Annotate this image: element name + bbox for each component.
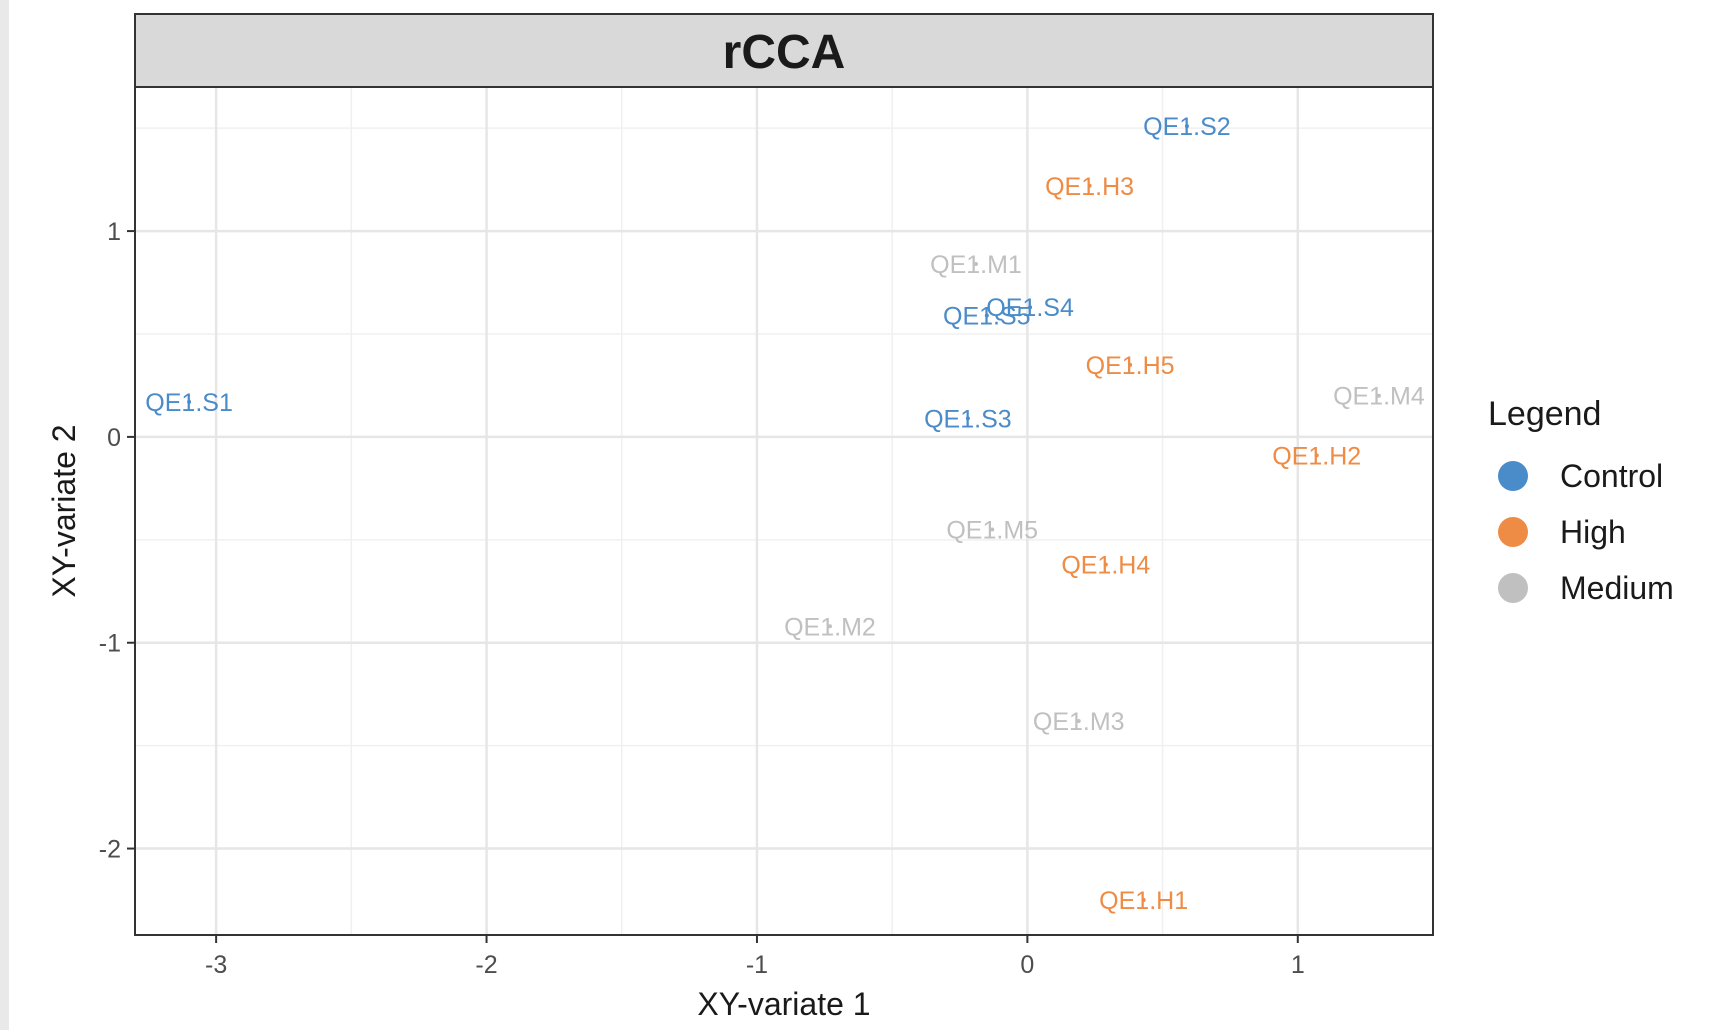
data-point [1184, 124, 1189, 129]
data-point-label: QE1.H1 [1099, 887, 1188, 915]
x-tick-label: -3 [205, 951, 227, 979]
legend-item: Medium [1488, 560, 1718, 616]
data-point [1103, 562, 1108, 567]
data-point [187, 399, 192, 404]
data-point-label: QE1.S2 [1143, 113, 1231, 141]
minor-gridlines [135, 87, 1434, 935]
data-point-label: QE1.M4 [1333, 383, 1425, 411]
legend-item: Control [1488, 448, 1718, 504]
x-tick-label: 0 [1020, 951, 1034, 979]
data-point-label: QE1.H3 [1045, 173, 1134, 201]
chart-title: rCCA [723, 26, 846, 79]
data-point-label: QE1.H5 [1086, 352, 1175, 380]
data-point [1376, 393, 1381, 398]
facet-strip: rCCA [134, 13, 1434, 88]
legend: Legend Control High Medium [1488, 395, 1718, 616]
data-point-label: QE1.S4 [986, 294, 1074, 322]
x-tick-label: -2 [475, 951, 497, 979]
legend-label: Control [1560, 457, 1664, 494]
window-edge-strip [0, 0, 9, 1030]
legend-title: Legend [1488, 395, 1602, 433]
y-tick-label: -2 [99, 836, 121, 864]
legend-dot [1498, 461, 1528, 491]
data-point [1141, 898, 1146, 903]
data-point [1314, 453, 1319, 458]
x-tick-label: -1 [746, 951, 768, 979]
data-point-label: QE1.S1 [145, 389, 233, 417]
data-point-label: QE1.M1 [930, 251, 1022, 279]
legend-label: High [1560, 513, 1626, 550]
y-axis-title: XY-variate 2 [46, 424, 82, 597]
data-point-label: QE1.M3 [1033, 708, 1125, 736]
data-point [1028, 305, 1033, 310]
y-tick-label: -1 [99, 630, 121, 658]
legend-item: High [1488, 504, 1718, 560]
plot-panel-background [135, 87, 1433, 935]
plot-panel-border [134, 86, 1434, 936]
data-point [1087, 183, 1092, 188]
major-gridlines [135, 87, 1433, 935]
data-point [990, 527, 995, 532]
data-point-label: QE1.M5 [946, 517, 1038, 545]
data-point [984, 313, 989, 318]
x-tick-label: 1 [1291, 951, 1305, 979]
data-point [965, 416, 970, 421]
data-point-label: QE1.H4 [1061, 552, 1150, 580]
data-point-label: QE1.M2 [784, 613, 876, 641]
data-point [1076, 718, 1081, 723]
data-point-label: QE1.S3 [924, 405, 1012, 433]
legend-dot [1498, 573, 1528, 603]
data-point [827, 624, 832, 629]
x-axis: -3 -2 -1 0 1 [205, 935, 1305, 979]
data-point-label: QE1.H2 [1272, 442, 1361, 470]
legend-items: Control High Medium [1488, 448, 1718, 616]
y-tick-label: 0 [107, 424, 121, 452]
data-point-label: QE1.S5 [943, 302, 1031, 330]
data-point [1128, 362, 1133, 367]
legend-label: Medium [1560, 569, 1674, 606]
data-point [973, 262, 978, 267]
y-axis: -2 -1 0 1 [99, 218, 135, 864]
legend-dot [1498, 517, 1528, 547]
y-tick-label: 1 [107, 218, 121, 246]
x-axis-title: XY-variate 1 [697, 986, 870, 1022]
